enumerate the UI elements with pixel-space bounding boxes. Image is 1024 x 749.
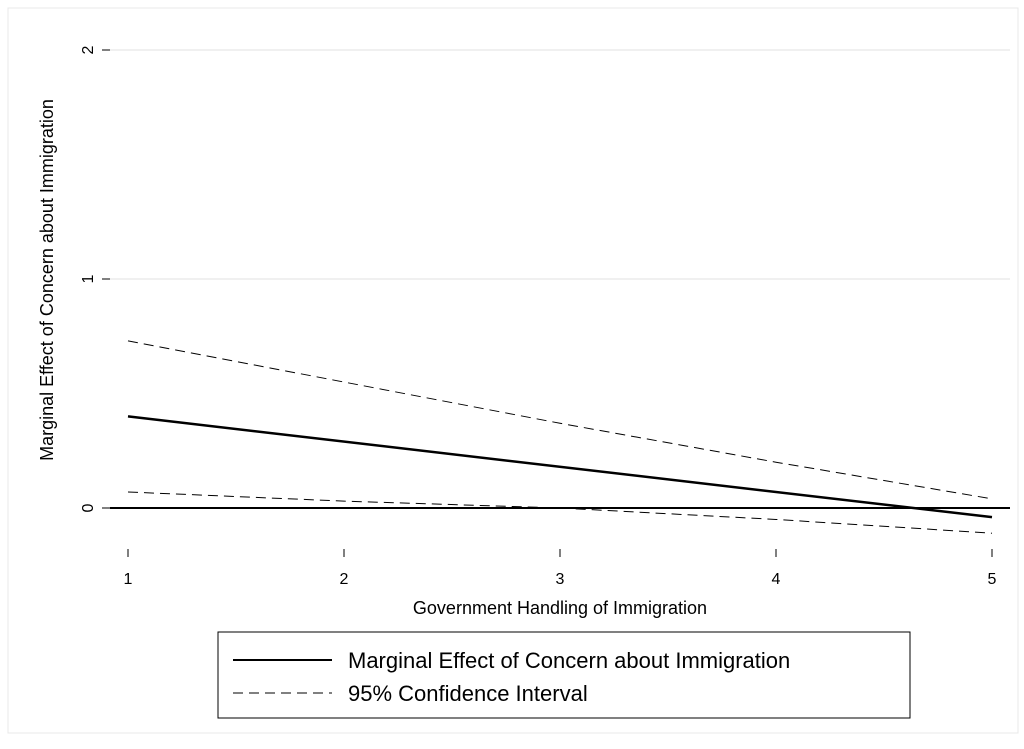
legend: Marginal Effect of Concern about Immigra… — [217, 631, 911, 719]
series-group — [127, 340, 993, 534]
x-tick-label: 5 — [988, 571, 997, 588]
legend-label-confidence-interval: 95% Confidence Interval — [348, 681, 588, 706]
x-tick-label: 1 — [124, 571, 133, 588]
legend-label-marginal-effect: Marginal Effect of Concern about Immigra… — [348, 648, 790, 673]
y-tick-label: 0 — [80, 503, 97, 512]
series-line-ci-lower — [127, 491, 993, 534]
series-line-ci-upper — [127, 340, 993, 500]
y-axis: 0 1 2 — [80, 45, 110, 512]
plot-area — [7, 7, 1019, 734]
y-tick-label: 1 — [80, 274, 97, 283]
y-axis-title: Marginal Effect of Concern about Immigra… — [37, 99, 57, 461]
series-line-marginal-effect — [127, 415, 993, 519]
grid — [110, 49, 1010, 280]
x-tick-label: 3 — [556, 571, 565, 588]
y-tick-label: 2 — [80, 45, 97, 54]
x-tick-label: 2 — [340, 571, 349, 588]
x-tick-label: 4 — [772, 571, 781, 588]
x-axis: 1 2 3 4 5 — [124, 549, 997, 588]
legend-box — [217, 631, 911, 719]
x-axis-title: Government Handling of Immigration — [413, 598, 707, 618]
